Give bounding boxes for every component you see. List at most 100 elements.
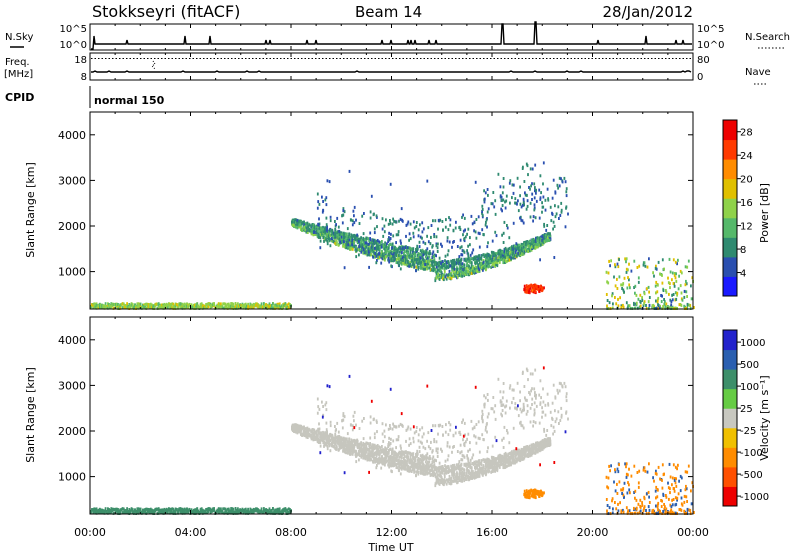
power-cell (512, 221, 515, 225)
power-cell (348, 169, 351, 173)
power-cell (561, 180, 564, 184)
power-cell (535, 239, 537, 243)
power-cell (231, 304, 234, 308)
power-cell (618, 258, 620, 262)
power-cell (119, 303, 122, 307)
power-cell (478, 257, 481, 260)
power-cell (542, 195, 545, 199)
power-cell (170, 302, 173, 306)
power-cell (627, 276, 629, 280)
power-cell (171, 306, 174, 310)
power-cell (477, 215, 480, 219)
power-cell (684, 283, 687, 287)
velocity-cell (371, 445, 374, 449)
power-cell (343, 266, 346, 270)
power-cell (326, 227, 329, 231)
velocity-cell (435, 470, 438, 474)
power-cell (543, 224, 546, 228)
power-cell (438, 256, 441, 260)
power-cell (250, 303, 253, 307)
velocity-cell (452, 473, 454, 477)
velocity-cell (352, 447, 355, 451)
power-cell (619, 296, 621, 300)
power-cell (170, 306, 173, 310)
power-cell (523, 245, 526, 249)
power-cell (397, 233, 400, 237)
power-cell (463, 266, 466, 270)
velocity-cell (380, 459, 383, 463)
power-cell (431, 264, 434, 268)
power-cell (408, 238, 410, 242)
velocity-cell (297, 427, 300, 431)
power-cell (469, 243, 471, 247)
power-cell (362, 232, 365, 236)
power-cell (461, 262, 464, 266)
power-cell (317, 225, 320, 229)
velocity-cell (370, 458, 373, 462)
power-cell (365, 243, 367, 247)
velocity-cell (463, 473, 466, 477)
power-cell (229, 305, 231, 309)
velocity-cell (398, 455, 400, 459)
power-cell (205, 306, 208, 310)
power-cell (388, 259, 391, 263)
power-cell (406, 222, 409, 226)
power-cell (420, 250, 423, 254)
power-cell (203, 304, 205, 308)
velocity-cell (507, 461, 510, 464)
power-cell (415, 269, 417, 273)
velocity-cell (405, 460, 408, 464)
power-cell (162, 305, 165, 309)
power-cell (379, 255, 381, 259)
power-cell (456, 268, 458, 271)
velocity-cell (482, 473, 484, 477)
velocity-cell (345, 451, 348, 455)
power-cell (445, 273, 448, 277)
power-cell (325, 223, 328, 227)
velocity-cell (421, 466, 423, 470)
power-cell (652, 303, 655, 307)
power-cell (476, 255, 479, 259)
power-cell (459, 246, 462, 250)
power-cell (412, 252, 415, 256)
power-cell (678, 303, 681, 307)
velocity-cell (348, 437, 350, 441)
power-cell (273, 304, 275, 308)
velocity-cell (349, 440, 352, 444)
power-cell (477, 266, 480, 270)
velocity-cell (469, 466, 472, 470)
power-cell (432, 269, 435, 273)
power-cell (341, 214, 344, 217)
power-cell (456, 258, 458, 262)
power-cell (525, 207, 528, 211)
power-cell (389, 221, 392, 225)
power-cell (414, 260, 417, 264)
power-cell (381, 217, 384, 221)
power-cell (675, 297, 678, 301)
power-cell (318, 202, 321, 206)
power-cell (308, 229, 311, 233)
power-cell (134, 304, 136, 308)
power-cell (218, 302, 221, 306)
velocity-cell (462, 472, 464, 476)
power-cell (417, 228, 420, 232)
power-cell (435, 244, 438, 248)
power-cell (463, 263, 466, 267)
power-cell (422, 257, 425, 261)
power-cell (485, 254, 487, 258)
velocity-cell (310, 437, 313, 441)
velocity-cell (417, 458, 419, 462)
power-cell (477, 231, 480, 235)
power-cell (560, 210, 563, 214)
power-cell (195, 303, 197, 307)
power-cell (301, 221, 304, 225)
power-cell (502, 258, 505, 262)
power-cell (420, 265, 423, 269)
power-cell (535, 191, 537, 195)
power-cell (503, 220, 506, 224)
power-cell (392, 255, 395, 259)
power-cell (512, 252, 514, 255)
velocity-cell (381, 445, 383, 448)
power-cell (345, 237, 347, 241)
